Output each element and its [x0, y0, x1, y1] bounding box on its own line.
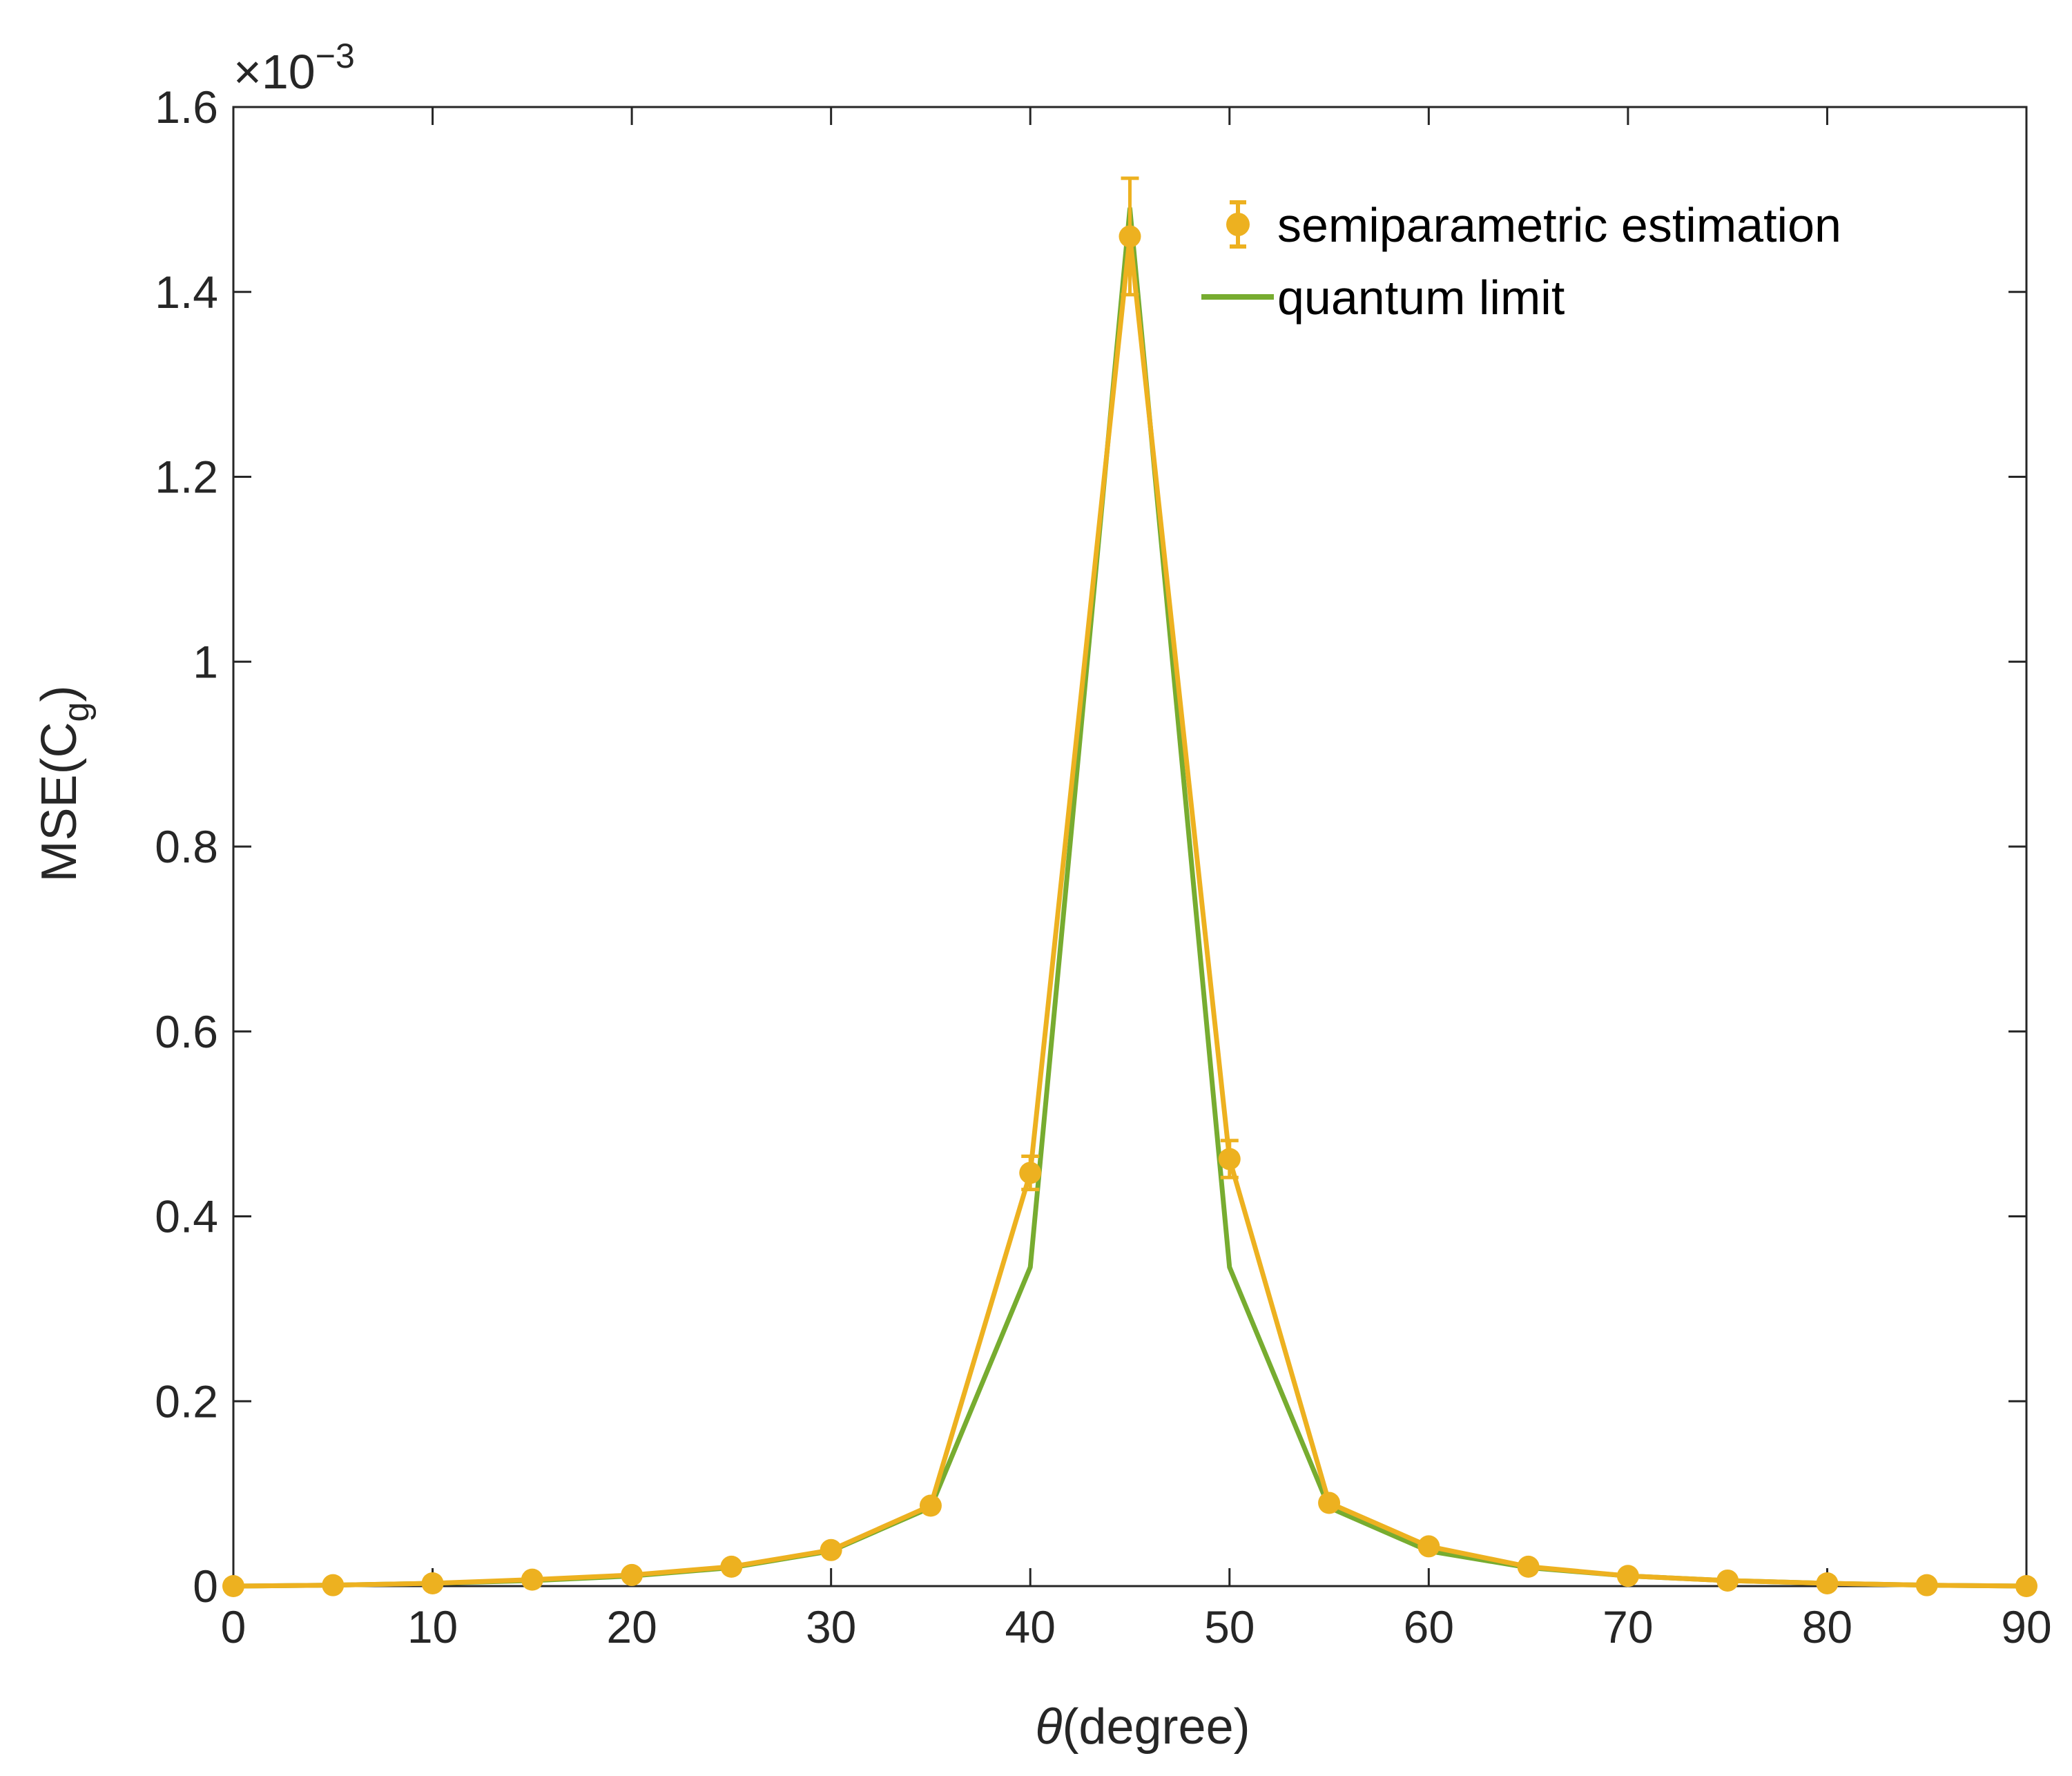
- x-tick-label: 60: [1404, 1601, 1454, 1652]
- x-tick-label: 80: [1802, 1601, 1852, 1652]
- semiparametric-point: [1417, 1535, 1440, 1558]
- y-tick-label: 0.4: [155, 1191, 218, 1242]
- semiparametric-point: [1517, 1555, 1540, 1578]
- y-tick-label: 1.4: [155, 267, 218, 318]
- x-tick-label: 20: [606, 1601, 657, 1652]
- legend: semiparametric estimation quantum limit: [1201, 198, 1841, 325]
- legend-semiparametric-label: semiparametric estimation: [1277, 198, 1841, 252]
- y-tick-label: 0.2: [155, 1376, 218, 1427]
- semiparametric-point: [1816, 1572, 1839, 1594]
- semiparametric-point: [919, 1494, 942, 1517]
- x-tick-label: 50: [1204, 1601, 1255, 1652]
- y-exponent-power: −3: [316, 37, 355, 75]
- x-axis-title-symbol: θ: [1035, 1699, 1062, 1755]
- x-tick-label: 30: [806, 1601, 856, 1652]
- x-tick-label: 40: [1005, 1601, 1056, 1652]
- semiparametric-point: [621, 1563, 643, 1586]
- semiparametric-point: [820, 1538, 842, 1561]
- series-layer: [222, 176, 2037, 1597]
- y-exponent-base: ×10: [233, 45, 316, 99]
- x-tick-label: 90: [2001, 1601, 2051, 1652]
- semiparametric-point: [1218, 1148, 1241, 1170]
- semiparametric-point: [1915, 1574, 1938, 1596]
- tick-labels: 0 10 20 30 40 50 60 70 80 90 0 0.2 0.4 0.6 0.8 1 1.2 1.4 1…: [155, 81, 2051, 1652]
- y-axis-title-main: MSE(C: [32, 722, 87, 882]
- semiparametric-point: [2015, 1575, 2037, 1597]
- semiparametric-point: [1318, 1492, 1341, 1514]
- semiparametric-point: [521, 1568, 543, 1591]
- y-axis-title: MSE(Cg): [32, 686, 97, 882]
- y-axis-title-close: ): [32, 686, 87, 702]
- semiparametric-point: [720, 1555, 743, 1578]
- x-axis-title: θ(degree): [1035, 1699, 1250, 1755]
- y-exponent-label: ×10−3: [233, 37, 355, 99]
- y-axis-title-sub: g: [57, 702, 97, 722]
- semiparametric-point: [1716, 1569, 1739, 1592]
- semiparametric-point: [322, 1574, 345, 1596]
- semiparametric-point: [1616, 1565, 1639, 1587]
- y-tick-label: 1: [193, 636, 218, 687]
- x-tick-label: 70: [1603, 1601, 1653, 1652]
- y-tick-label: 0: [193, 1561, 218, 1612]
- x-tick-label: 10: [407, 1601, 458, 1652]
- legend-semiparametric-marker: [1226, 213, 1250, 236]
- semiparametric-point: [421, 1572, 444, 1594]
- y-tick-label: 0.6: [155, 1006, 218, 1057]
- y-tick-label: 1.6: [155, 81, 218, 133]
- x-tick-label: 0: [221, 1601, 246, 1652]
- semiparametric-point: [1019, 1161, 1042, 1184]
- legend-quantum-label: quantum limit: [1277, 271, 1565, 325]
- x-axis-title-text: (degree): [1062, 1699, 1250, 1755]
- semiparametric-point: [222, 1575, 244, 1597]
- y-tick-label: 1.2: [155, 452, 218, 503]
- y-tick-label: 0.8: [155, 821, 218, 872]
- semiparametric-point: [1119, 225, 1141, 248]
